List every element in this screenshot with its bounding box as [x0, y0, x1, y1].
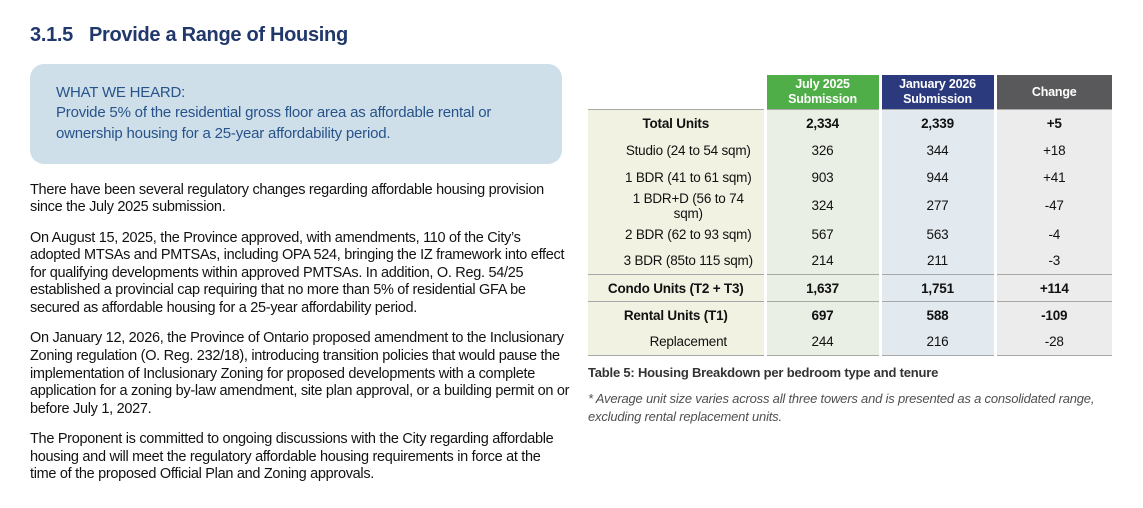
column-header-change: Change: [993, 75, 1112, 110]
cell-change-value: +41: [993, 163, 1112, 191]
cell-january-value: 588: [878, 301, 995, 329]
table-header-row: July 2025 Submission January 2026 Submis…: [588, 75, 1112, 110]
cell-july-value: 1,637: [763, 274, 880, 302]
cell-january-value: 944: [878, 163, 995, 191]
paragraph-proponent-commitment: The Proponent is committed to ongoing di…: [30, 431, 554, 483]
table-row-1bdr-d: 1 BDR+D (56 to 74 sqm) 324 277 -47: [588, 190, 1112, 221]
cell-january-value: 277: [878, 190, 995, 221]
column-header-january-2026: January 2026 Submission: [878, 75, 995, 110]
cell-change-value: -4: [993, 220, 1112, 248]
row-label: 1 BDR (41 to 61 sqm): [588, 163, 765, 191]
row-label: Replacement: [588, 328, 765, 356]
cell-july-value: 244: [763, 328, 880, 356]
cell-change-value: -28: [993, 328, 1112, 356]
cell-change-value: -109: [993, 301, 1112, 329]
text-column: 3.1.5 Provide a Range of Housing WHAT WE…: [30, 24, 570, 497]
row-label: Total Units: [588, 109, 765, 137]
table-row-replacement: Replacement 244 216 -28: [588, 328, 1112, 356]
cell-change-value: -3: [993, 247, 1112, 275]
callout-title: WHAT WE HEARD:: [56, 84, 186, 101]
paragraph-august-2025: On August 15, 2025, the Province approve…: [30, 229, 565, 316]
what-we-heard-callout: WHAT WE HEARD: Provide 5% of the residen…: [30, 64, 562, 164]
cell-change-value: +114: [993, 274, 1112, 302]
row-label: Condo Units (T2 + T3): [588, 274, 765, 302]
table-corner-cell: [588, 75, 765, 110]
cell-july-value: 326: [763, 136, 880, 164]
housing-breakdown-table: July 2025 Submission January 2026 Submis…: [588, 75, 1112, 356]
cell-january-value: 211: [878, 247, 995, 275]
cell-july-value: 214: [763, 247, 880, 275]
callout-body: Provide 5% of the residential gross floo…: [56, 104, 492, 142]
row-label: Studio (24 to 54 sqm): [588, 136, 765, 164]
cell-july-value: 2,334: [763, 109, 880, 137]
paragraph-january-2026: On January 12, 2026, the Province of Ont…: [30, 330, 570, 417]
cell-july-value: 324: [763, 190, 880, 221]
row-label: 1 BDR+D (56 to 74 sqm): [588, 190, 765, 221]
table-row-condo-units: Condo Units (T2 + T3) 1,637 1,751 +114: [588, 274, 1112, 302]
table-row-3bdr: 3 BDR (85to 115 sqm) 214 211 -3: [588, 247, 1112, 275]
table-row-2bdr: 2 BDR (62 to 93 sqm) 567 563 -4: [588, 220, 1112, 248]
column-header-july-2025: July 2025 Submission: [763, 75, 880, 110]
page-title: 3.1.5 Provide a Range of Housing: [30, 24, 568, 47]
cell-january-value: 344: [878, 136, 995, 164]
body-text: There have been several regulatory chang…: [30, 182, 570, 484]
table-caption: Table 5: Housing Breakdown per bedroom t…: [588, 365, 939, 380]
cell-change-value: -47: [993, 190, 1112, 221]
table-footnote: * Average unit size varies across all th…: [588, 391, 1095, 424]
cell-january-value: 2,339: [878, 109, 995, 137]
cell-january-value: 1,751: [878, 274, 995, 302]
cell-july-value: 697: [763, 301, 880, 329]
row-label: 2 BDR (62 to 93 sqm): [588, 220, 765, 248]
cell-january-value: 563: [878, 220, 995, 248]
cell-january-value: 216: [878, 328, 995, 356]
cell-change-value: +18: [993, 136, 1112, 164]
row-label: 3 BDR (85to 115 sqm): [588, 247, 765, 275]
cell-change-value: +5: [993, 109, 1112, 137]
table-row-studio: Studio (24 to 54 sqm) 326 344 +18: [588, 136, 1112, 164]
table-row-rental-units: Rental Units (T1) 697 588 -109: [588, 301, 1112, 329]
table-row-total-units: Total Units 2,334 2,339 +5: [588, 109, 1112, 137]
paragraph-regulatory-changes: There have been several regulatory chang…: [30, 181, 544, 216]
section-title: Provide a Range of Housing: [88, 24, 348, 46]
row-label: Rental Units (T1): [588, 301, 765, 329]
cell-july-value: 567: [763, 220, 880, 248]
table-column: July 2025 Submission January 2026 Submis…: [588, 75, 1112, 425]
section-number: 3.1.5: [30, 24, 73, 46]
cell-july-value: 903: [763, 163, 880, 191]
table-row-1bdr: 1 BDR (41 to 61 sqm) 903 944 +41: [588, 163, 1112, 191]
